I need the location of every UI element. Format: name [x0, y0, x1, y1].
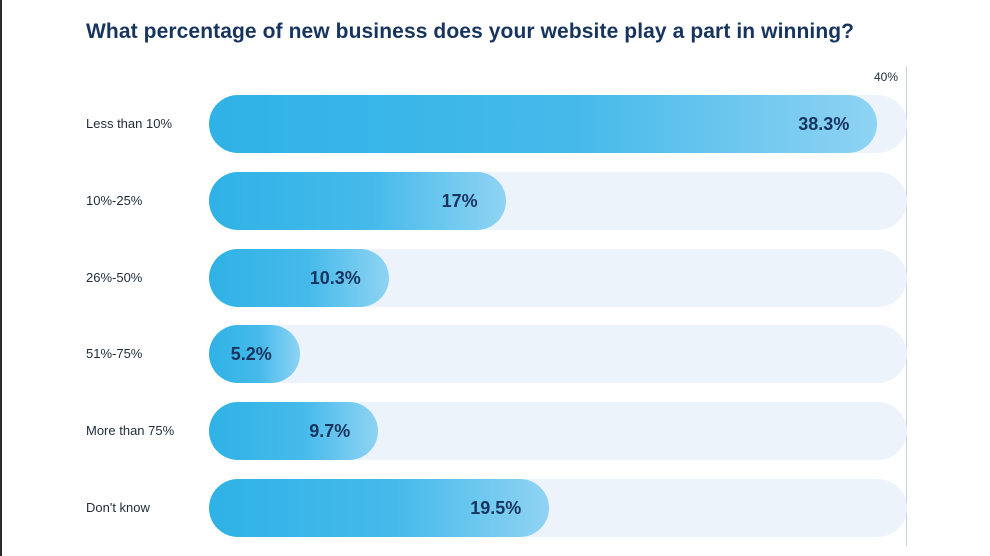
x-axis-max-line [906, 66, 907, 546]
bar [209, 95, 878, 153]
value-label: 19.5% [470, 498, 522, 518]
category-label: Don't know [86, 500, 150, 515]
bar-row: 10%-25% 17% [0, 172, 990, 230]
bar [209, 479, 550, 537]
bar-row: 26%-50% 10.3% [0, 249, 990, 307]
category-label: More than 75% [86, 423, 175, 438]
bar-row: More than 75% 9.7% [0, 402, 990, 460]
bar [209, 325, 300, 383]
bar [209, 172, 506, 230]
value-label: 10.3% [309, 268, 361, 288]
chart-title: What percentage of new business does you… [86, 20, 855, 43]
bar-track [209, 325, 907, 383]
category-label: 26%-50% [86, 270, 143, 285]
bar-row: Less than 10% 38.3% [0, 95, 990, 153]
bar-row: Don't know 19.5% [0, 479, 990, 537]
value-label: 38.3% [798, 114, 850, 134]
category-label: 51%-75% [86, 346, 143, 361]
value-label: 5.2% [230, 344, 272, 364]
category-label: Less than 10% [86, 116, 173, 131]
window-edge [0, 0, 2, 556]
bar-row: 51%-75% 5.2% [0, 325, 990, 383]
bar [209, 249, 389, 307]
x-axis-max-tick-label: 40% [874, 70, 899, 84]
value-label: 17% [441, 191, 478, 211]
category-label: 10%-25% [86, 193, 143, 208]
value-label: 9.7% [309, 421, 351, 441]
bar [209, 402, 379, 460]
